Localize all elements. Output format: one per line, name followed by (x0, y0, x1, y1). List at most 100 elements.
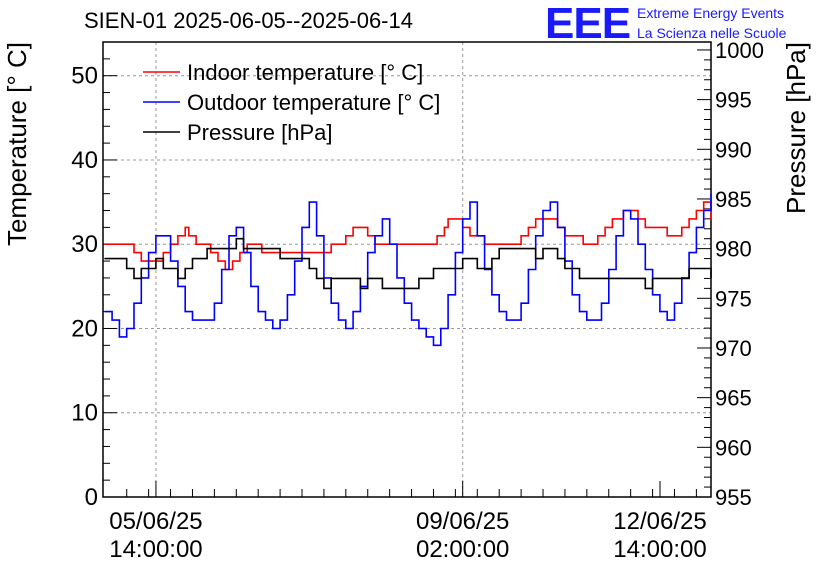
data-point (396, 277, 398, 279)
data-point (195, 243, 197, 245)
data-point (330, 243, 332, 245)
data-point (673, 235, 676, 237)
y2-tick-label: 1000 (715, 38, 764, 63)
data-point (272, 248, 274, 250)
data-point (622, 209, 624, 212)
data-point (429, 243, 431, 245)
data-point (483, 267, 486, 270)
series-line-1 (104, 193, 712, 347)
data-point (407, 243, 409, 245)
data-point (710, 218, 712, 220)
data-point (666, 235, 668, 237)
data-point (367, 235, 369, 237)
data-point (148, 252, 150, 254)
x-tick-label: 02:00:00 (416, 536, 509, 563)
data-point (469, 235, 471, 237)
data-point (177, 235, 179, 237)
data-point (476, 235, 478, 237)
y2-tick-label: 990 (715, 137, 752, 162)
y2-axis-title: Pressure [hPa] (781, 42, 811, 214)
data-point (542, 209, 544, 212)
data-point (535, 257, 537, 260)
data-point (261, 252, 263, 254)
data-point (191, 319, 194, 321)
chart-title: SIEN-01 2025-06-05--2025-06-14 (84, 8, 413, 33)
data-point (673, 277, 676, 280)
data-point (432, 344, 435, 346)
data-point (440, 327, 442, 330)
data-point (615, 235, 617, 237)
data-point (608, 268, 610, 271)
data-point (557, 257, 559, 260)
data-point (133, 277, 135, 280)
data-point (502, 243, 504, 245)
data-point (126, 327, 128, 330)
data-point (272, 327, 274, 330)
data-point (118, 336, 121, 338)
data-point (710, 193, 712, 195)
data-point (169, 267, 172, 270)
y-tick-label: 50 (71, 63, 98, 90)
data-point (425, 277, 427, 280)
data-point (191, 257, 194, 260)
data-point (513, 248, 515, 250)
data-point (330, 277, 332, 280)
data-point (513, 243, 515, 245)
data-point (505, 319, 508, 321)
data-point (155, 257, 157, 260)
y2-tick-label: 965 (715, 386, 752, 411)
data-point (513, 319, 515, 321)
data-point (308, 267, 310, 270)
data-point (604, 226, 606, 228)
data-point (199, 319, 201, 321)
data-point (111, 319, 113, 321)
y-tick-label: 30 (71, 231, 98, 258)
data-point (673, 302, 676, 304)
data-point (162, 252, 164, 254)
data-point (345, 235, 347, 237)
data-point (381, 243, 383, 245)
data-point (425, 336, 427, 338)
data-point (403, 287, 405, 289)
data-point (257, 248, 259, 250)
data-point (600, 302, 603, 304)
data-point (345, 277, 347, 280)
data-point (666, 319, 668, 321)
data-point (418, 277, 420, 280)
data-point (337, 277, 340, 280)
data-point (381, 218, 383, 220)
data-point (476, 267, 478, 270)
data-point (396, 287, 398, 289)
data-point (279, 257, 281, 260)
eee-logo: EEE (545, 0, 631, 48)
data-point (213, 302, 215, 304)
data-point (206, 248, 208, 250)
y2-tick-label: 960 (715, 435, 752, 460)
data-point (403, 302, 405, 304)
y2-tick-label: 975 (715, 286, 752, 311)
data-point (115, 257, 117, 260)
data-point (436, 235, 438, 237)
data-point (133, 302, 135, 304)
data-point (666, 277, 668, 280)
data-point (239, 252, 241, 254)
data-point (367, 252, 369, 254)
data-point (140, 260, 142, 262)
data-point (505, 248, 508, 250)
data-point (681, 277, 683, 280)
data-point (177, 285, 179, 287)
data-point (462, 257, 464, 260)
data-point (235, 226, 237, 228)
data-point (557, 226, 559, 228)
data-point (564, 267, 566, 270)
data-point (389, 243, 391, 245)
data-point (582, 243, 584, 245)
y-tick-label: 10 (71, 400, 98, 427)
data-point (447, 294, 449, 296)
data-point (115, 243, 117, 245)
data-point (454, 267, 456, 270)
data-point (359, 287, 362, 289)
data-point (571, 294, 573, 296)
legend-label: Pressure [hPa] (187, 120, 333, 145)
